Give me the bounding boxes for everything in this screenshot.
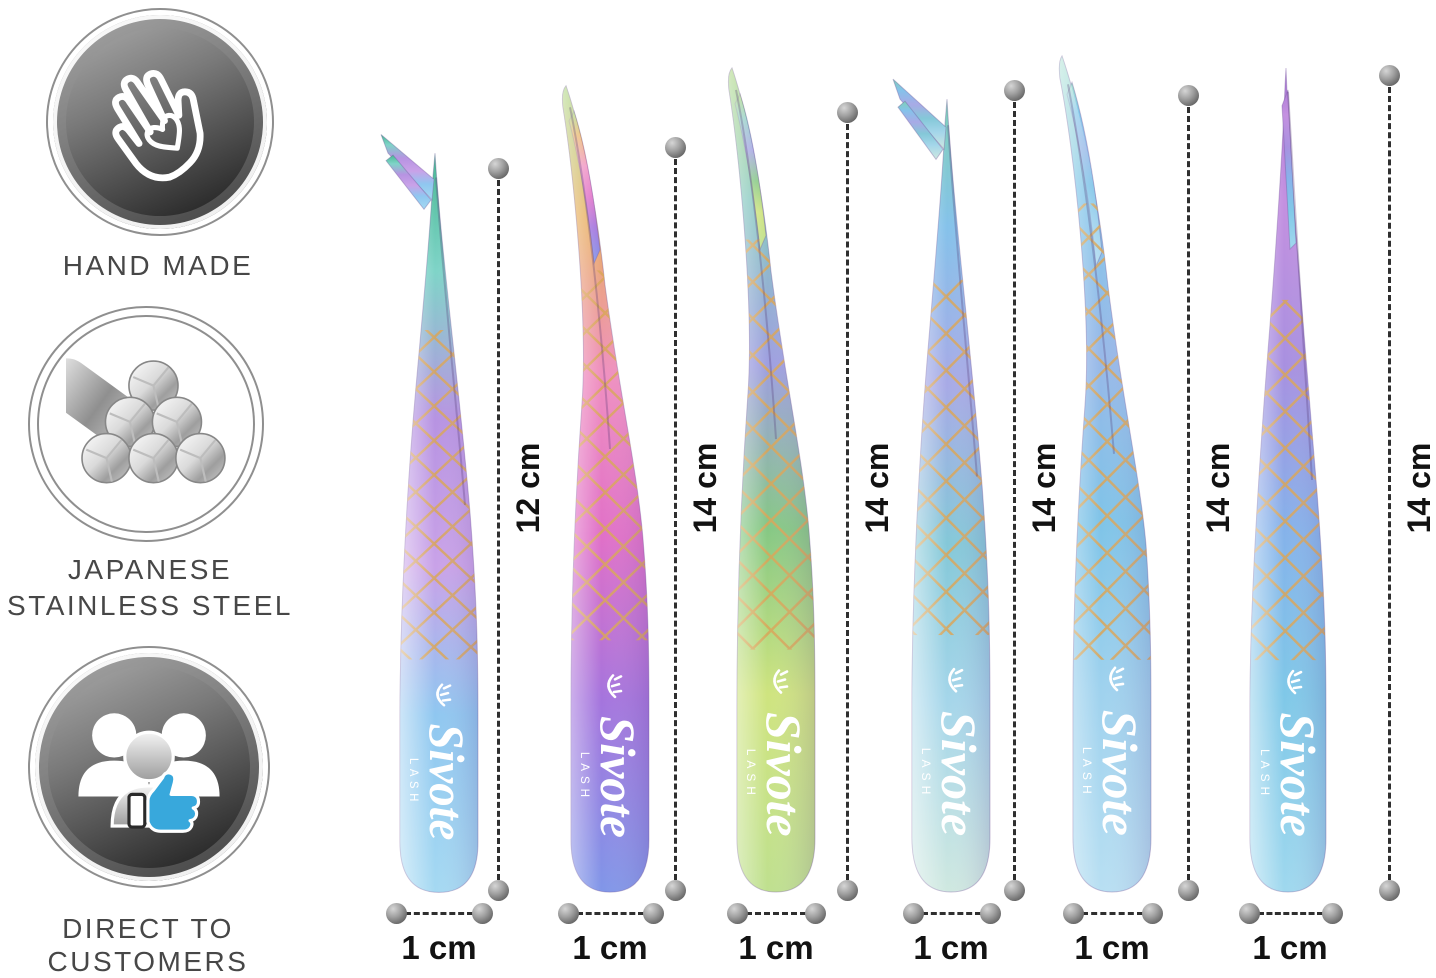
customers-badge-circle [28, 646, 270, 888]
width-measure-dot-left-5 [1062, 902, 1084, 924]
brand-logo-script: Sivote [419, 724, 474, 841]
length-measure-dot-top-2 [664, 136, 686, 158]
width-measure-dot-left-3 [726, 902, 748, 924]
brand-logo-script: Sivote [756, 712, 812, 837]
lash-eye-icon [773, 669, 789, 694]
length-measure-dot-top-1 [487, 157, 509, 179]
brand-logo-sub: LASH [744, 749, 758, 800]
length-measure-line-2 [673, 159, 677, 880]
length-measure-line-5 [1186, 107, 1190, 880]
brand-logo: Sivote LASH [1258, 669, 1325, 837]
stainless-label-line2: STAINLESS STEEL [7, 590, 293, 621]
customers-badge-disc [35, 653, 263, 881]
width-label-6: 1 cm [1252, 929, 1328, 966]
stainless-label: JAPANESE STAINLESS STEEL [0, 552, 300, 624]
brand-logo: Sivote LASH [407, 683, 474, 841]
width-measure-dot-right-5 [1141, 902, 1163, 924]
width-label-3: 1 cm [738, 929, 814, 966]
steel-rods-icon [66, 358, 226, 484]
width-measure-dot-left-4 [902, 902, 924, 924]
tweezer-2-illustration: Sivote LASH [561, 84, 650, 893]
width-label-2: 1 cm [572, 929, 648, 966]
width-measure-line-1 [405, 911, 473, 915]
lash-eye-icon [1109, 666, 1125, 692]
length-label-6: 14 cm [1401, 442, 1436, 534]
width-label-4: 1 cm [913, 929, 989, 966]
width-measure-dot-left-1 [385, 902, 407, 924]
brand-logo: Sivote LASH [744, 669, 812, 837]
lash-eye-icon [607, 674, 623, 699]
width-measure-dot-left-2 [557, 902, 579, 924]
tweezer-5-illustration: Sivote LASH [1058, 54, 1152, 893]
brand-logo-script: Sivote [1270, 712, 1325, 836]
stainless-badge-disc [37, 315, 255, 533]
length-measure-dot-bottom-3 [836, 879, 858, 901]
length-measure-dot-top-6 [1378, 64, 1400, 86]
brand-logo-sub: LASH [1080, 747, 1094, 799]
lash-eye-icon [948, 667, 964, 693]
width-measure-dot-right-3 [804, 902, 826, 924]
stainless-badge-circle [28, 306, 264, 542]
length-measure-line-6 [1387, 87, 1391, 880]
hand-heart-icon [112, 69, 204, 182]
stainless-label-line1: JAPANESE [67, 554, 233, 585]
width-measure-dot-right-1 [471, 902, 493, 924]
tweezer-1-illustration: Sivote LASH [380, 134, 479, 893]
width-label-5: 1 cm [1074, 929, 1150, 966]
width-measure-dot-left-6 [1238, 902, 1260, 924]
tweezer-4-illustration: Sivote LASH [892, 78, 991, 893]
customers-label: DIRECT TO CUSTOMERS [0, 912, 296, 978]
length-measure-dot-bottom-6 [1378, 879, 1400, 901]
width-measure-line-6 [1258, 911, 1323, 915]
length-measure-line-3 [845, 124, 849, 880]
width-measure-line-2 [577, 911, 644, 915]
length-label-3: 14 cm [859, 442, 895, 534]
length-measure-line-4 [1012, 102, 1016, 880]
lash-eye-icon [1287, 669, 1303, 695]
length-measure-dot-top-3 [836, 101, 858, 123]
brand-logo: Sivote LASH [919, 667, 987, 836]
width-measure-line-5 [1082, 911, 1143, 915]
brand-logo-sub: LASH [1258, 749, 1272, 800]
tweezer-3-illustration: Sivote LASH [727, 66, 816, 893]
brand-logo-sub: LASH [919, 748, 933, 800]
customers-thumbs-up-icon [78, 713, 220, 833]
brand-logo-script: Sivote [590, 716, 646, 838]
brand-logo-sub: LASH [407, 758, 420, 806]
brand-logo: Sivote LASH [578, 674, 646, 838]
brand-logo: Sivote LASH [1080, 666, 1148, 836]
length-measure-dot-top-5 [1177, 84, 1199, 106]
length-label-1: 12 cm [510, 442, 546, 534]
width-measure-dot-right-2 [642, 902, 664, 924]
hand-made-label: HAND MADE [8, 248, 308, 284]
customers-label-line2: CUSTOMERS [47, 946, 249, 977]
length-measure-dot-bottom-5 [1177, 879, 1199, 901]
width-measure-line-3 [746, 911, 806, 915]
tweezer-6-illustration: Sivote LASH [1249, 67, 1327, 893]
hand-made-badge-disc [53, 15, 267, 229]
hand-made-label-line1: HAND MADE [62, 250, 254, 281]
length-measure-dot-bottom-1 [487, 879, 509, 901]
hand-made-badge-circle [46, 8, 274, 236]
length-measure-dot-top-4 [1003, 79, 1025, 101]
customers-label-line1: DIRECT TO [62, 913, 234, 944]
width-measure-dot-right-6 [1321, 902, 1343, 924]
brand-logo-script: Sivote [931, 711, 987, 836]
length-measure-line-1 [496, 180, 500, 880]
brand-logo-sub: LASH [578, 752, 592, 802]
width-measure-dot-right-4 [979, 902, 1001, 924]
length-measure-dot-bottom-2 [664, 879, 686, 901]
length-measure-dot-bottom-4 [1003, 879, 1025, 901]
lash-eye-icon [436, 683, 452, 707]
width-measure-line-4 [922, 911, 981, 915]
width-label-1: 1 cm [401, 929, 477, 966]
brand-logo-script: Sivote [1092, 710, 1148, 836]
